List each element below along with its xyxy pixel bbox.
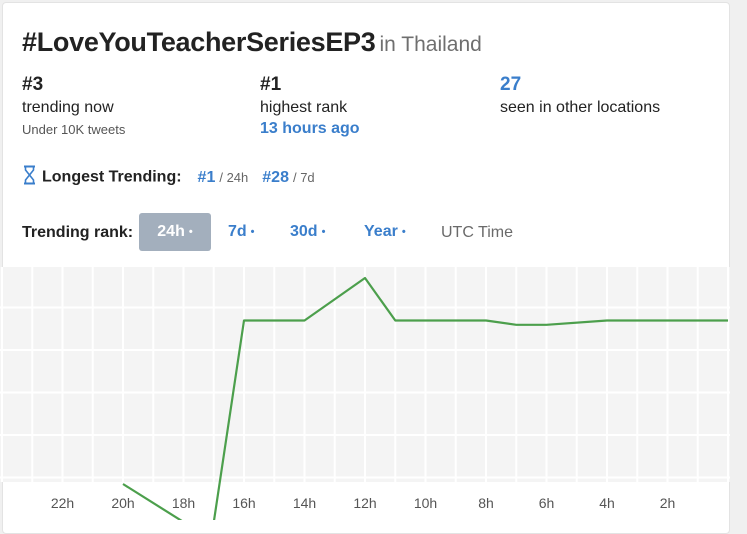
longest-day-rank-link[interactable]: #1 [198,169,216,186]
stat-highest: #1 highest rank 13 hours ago [260,73,360,139]
longest-trending-label: Longest Trending: [42,169,182,186]
x-tick-label: 16h [232,495,255,511]
trend-rank-chart: 22h 20h 18h 16h 14h 12h 10h 8h 6h 4h 2h [0,265,730,520]
stat-other-locations: 27 seen in other locations [500,73,660,119]
other-locations-label: seen in other locations [500,97,660,119]
x-tick-label: 14h [293,495,316,511]
x-tick-label: 20h [111,495,134,511]
location-label: in Thailand [379,33,481,56]
hourglass-icon [23,165,36,190]
hashtag-title: #LoveYouTeacherSeriesEP3 [22,27,375,57]
tab-24h[interactable]: 24h• [139,213,211,251]
tweet-volume: Under 10K tweets [22,122,125,137]
current-rank: #3 [22,73,125,97]
x-tick-label: 2h [660,495,676,511]
x-tick-label: 22h [51,495,74,511]
stat-current: #3 trending now Under 10K tweets [22,73,125,137]
highest-rank-label: highest rank [260,97,360,119]
other-locations-count-link[interactable]: 27 [500,73,660,97]
x-tick-label: 10h [414,495,437,511]
tab-7d[interactable]: 7d• [228,213,255,251]
utc-time-toggle[interactable]: UTC Time [441,224,513,242]
longest-trending: Longest Trending: #1/ 24h #28 / 7d [23,165,315,190]
tab-30d[interactable]: 30d• [290,213,325,251]
highest-rank-time-link[interactable]: 13 hours ago [260,119,360,139]
highest-rank: #1 [260,73,360,97]
longest-day-period: / 24h [219,170,248,185]
x-tick-label: 4h [599,495,615,511]
x-tick-label: 18h [172,495,195,511]
longest-week-rank-link[interactable]: #28 [262,169,289,186]
trending-rank-label: Trending rank: [22,224,133,242]
tab-year[interactable]: Year• [364,213,406,251]
current-rank-label: trending now [22,97,125,119]
x-tick-label: 8h [478,495,494,511]
x-tick-label: 6h [539,495,555,511]
x-tick-label: 12h [353,495,376,511]
longest-week-period: / 7d [293,170,315,185]
